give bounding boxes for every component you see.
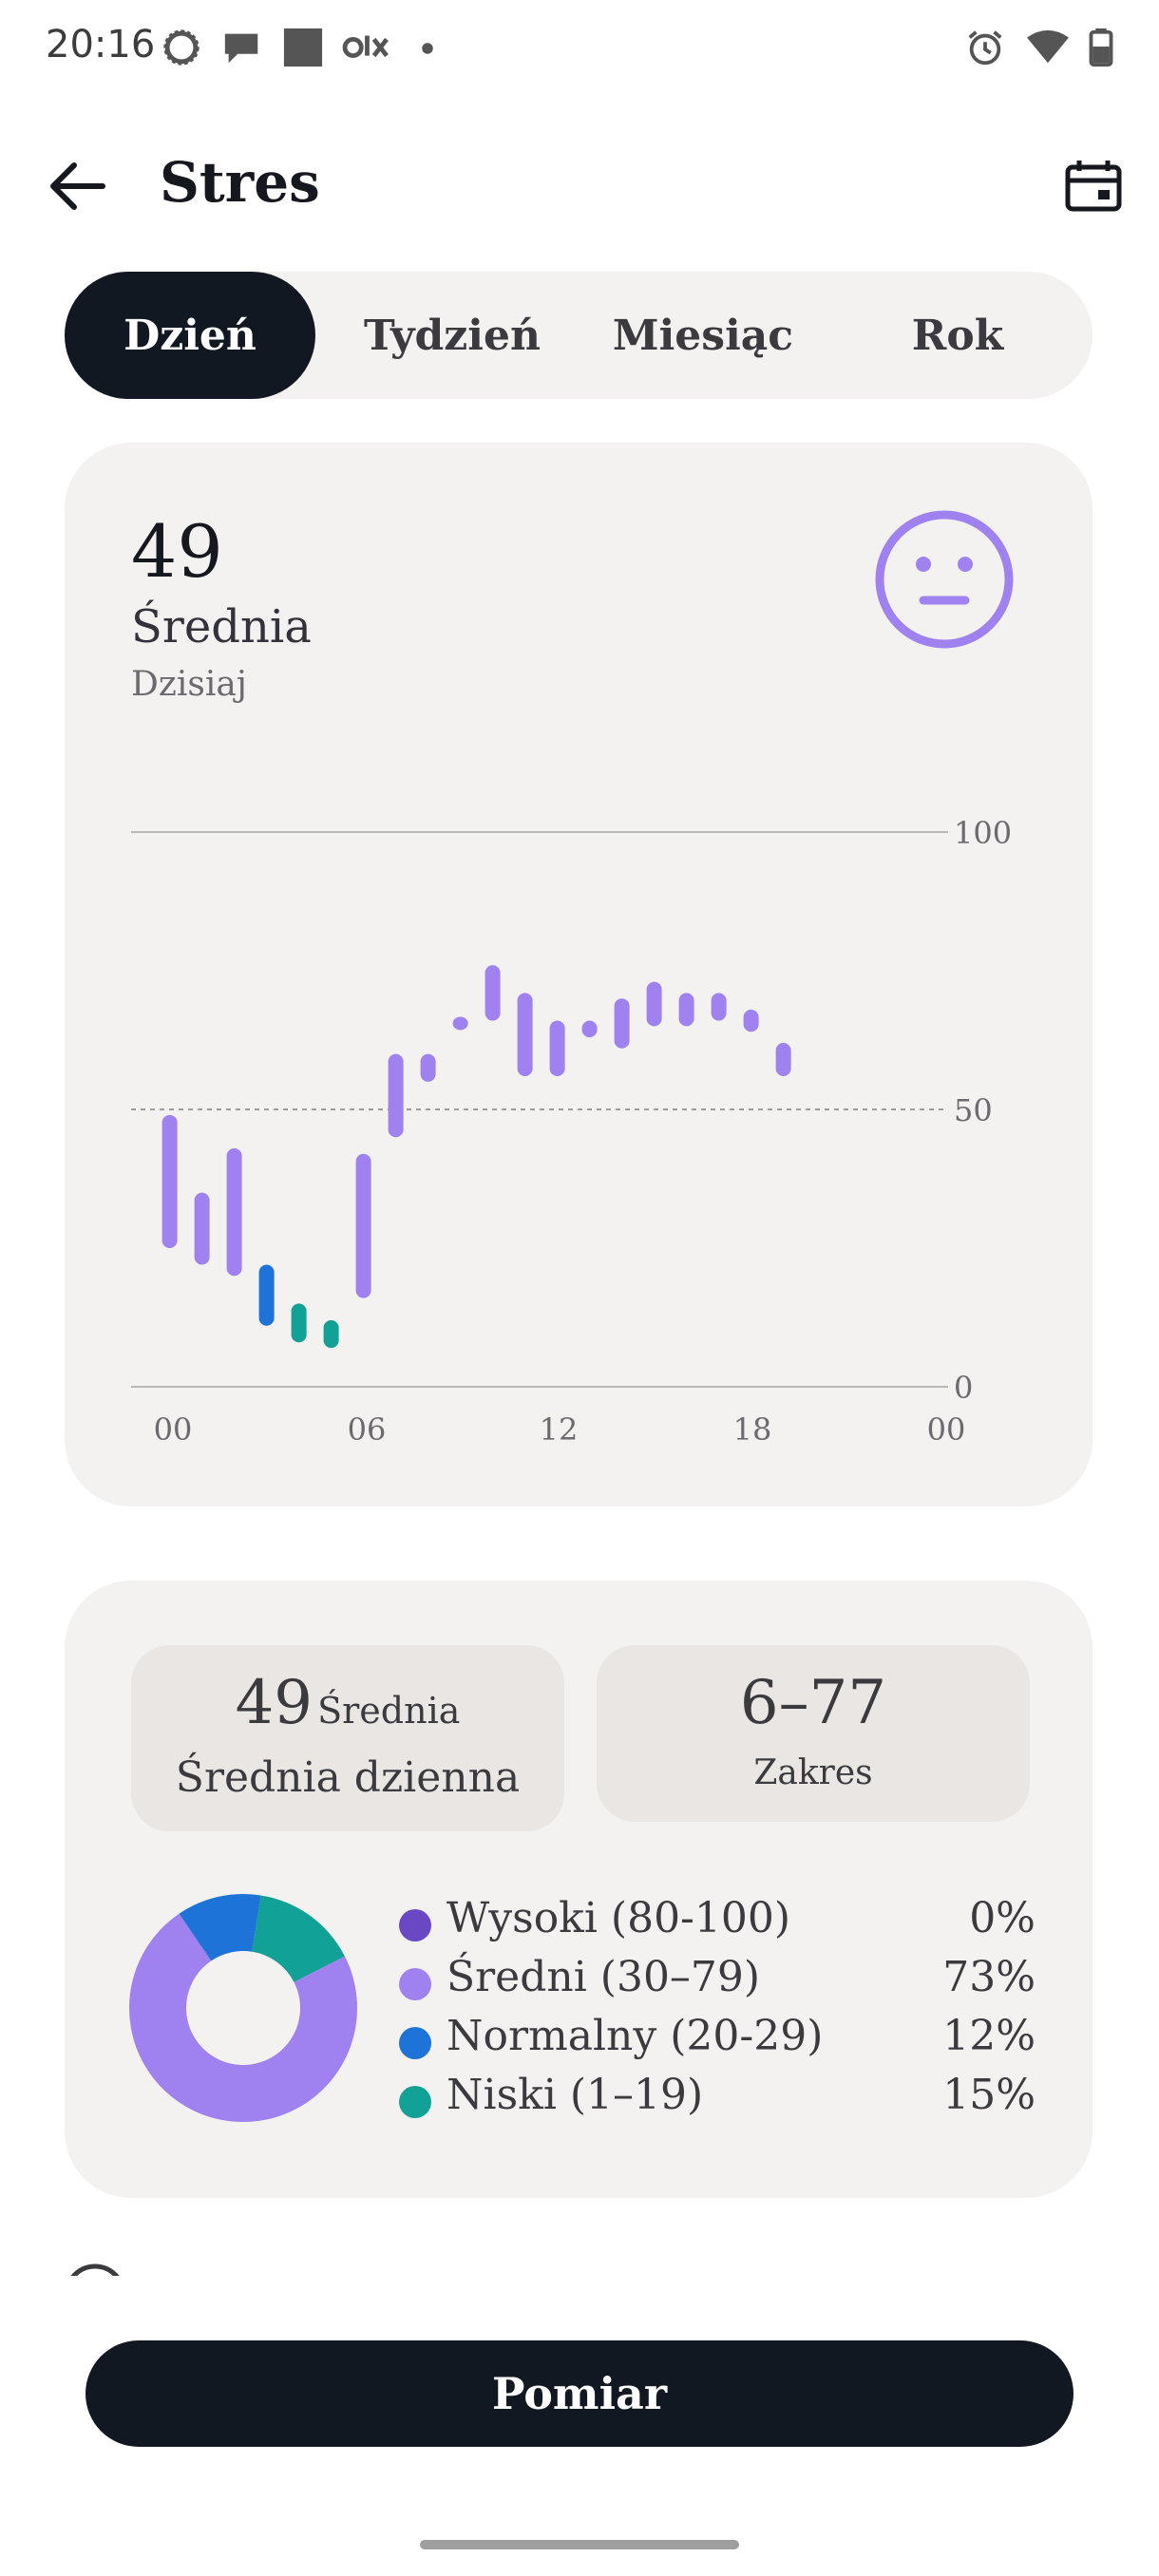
daily-average-value: 49 xyxy=(235,1668,314,1738)
calendar-icon[interactable] xyxy=(1064,158,1123,213)
period-tabs: Dzień Tydzień Miesiąc Rok xyxy=(65,272,1092,399)
donut-slice-2 xyxy=(179,1894,261,1961)
legend-label-low: Niski (1–19) xyxy=(446,2071,704,2119)
info-icon[interactable] xyxy=(57,2257,133,2276)
legend-dot-low xyxy=(399,2086,431,2118)
notification-dot-icon xyxy=(422,43,433,54)
page-title: Stres xyxy=(160,150,320,215)
signal-messenger-icon xyxy=(163,29,200,66)
period-label: Dzisiaj xyxy=(131,665,247,704)
daily-average-unit: Średnia xyxy=(317,1690,461,1732)
wifi-icon xyxy=(1027,29,1069,64)
daily-average-line: 49 Średnia xyxy=(131,1668,564,1738)
legend-percent-high: 0% xyxy=(969,1894,1036,1942)
legend-dot-medium xyxy=(399,1968,431,2000)
daily-average-label: Średnia dzienna xyxy=(175,1753,521,1802)
legend-percent-normal: 12% xyxy=(942,2012,1036,2060)
legend-label-normal: Normalny (20-29) xyxy=(446,2012,824,2060)
legend-dot-high xyxy=(399,1909,431,1941)
alarm-icon xyxy=(968,30,1002,66)
home-indicator[interactable] xyxy=(420,2540,739,2549)
measure-button[interactable]: Pomiar xyxy=(86,2340,1074,2447)
info-icon-clip xyxy=(57,2257,133,2276)
tab-month[interactable]: Miesiąc xyxy=(612,311,794,360)
range-value: 6–77 xyxy=(739,1668,887,1738)
average-value: 49 xyxy=(131,509,223,594)
legend-percent-medium: 73% xyxy=(942,1953,1036,2001)
donut-slice-3 xyxy=(252,1895,345,1982)
neutral-face-icon xyxy=(875,510,1014,649)
daily-average-box xyxy=(131,1645,564,1831)
arrow-left-icon[interactable] xyxy=(46,160,106,213)
distribution-donut xyxy=(129,1894,357,2122)
tab-week[interactable]: Tydzień xyxy=(364,311,541,360)
tab-year[interactable]: Rok xyxy=(911,311,1004,360)
legend-label-medium: Średni (30–79) xyxy=(446,1953,761,2001)
donut-slice-1 xyxy=(129,1913,357,2122)
olx-app-icon xyxy=(342,35,389,58)
stress-chart-card xyxy=(65,443,1092,1506)
chat-bubble-icon xyxy=(224,33,258,64)
legend-percent-low: 15% xyxy=(942,2071,1036,2119)
tab-day[interactable]: Dzień xyxy=(65,272,315,399)
legend-label-high: Wysoki (80-100) xyxy=(446,1894,791,1942)
status-time: 20:16 xyxy=(46,23,156,66)
legend-dot-normal xyxy=(399,2027,431,2059)
weather-moon-icon xyxy=(283,28,323,67)
average-label: Średnia xyxy=(131,600,312,653)
range-box xyxy=(597,1645,1030,1822)
battery-icon xyxy=(1089,28,1113,67)
range-label: Zakres xyxy=(753,1753,873,1792)
